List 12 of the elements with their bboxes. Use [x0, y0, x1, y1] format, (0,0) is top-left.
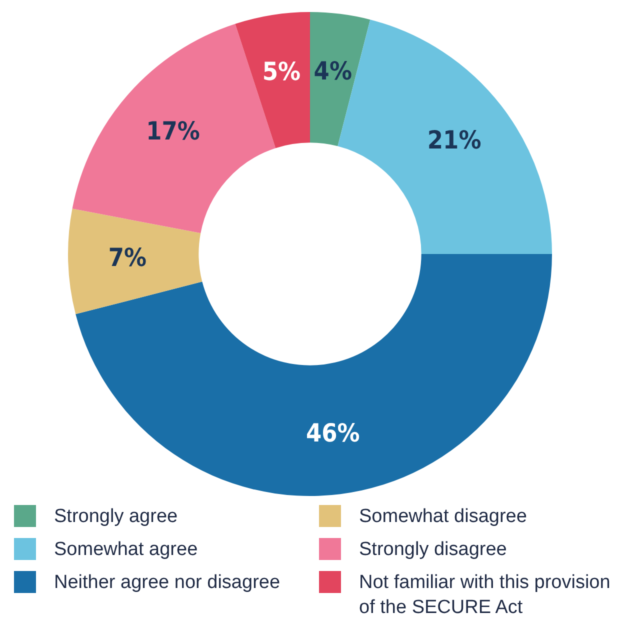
data-label: 21% — [427, 126, 482, 155]
data-label: 7% — [108, 243, 147, 272]
data-label: 4% — [314, 56, 352, 86]
data-label: 5% — [262, 57, 301, 86]
legend-label: Somewhat disagree — [359, 505, 528, 529]
legend-label: Neither agree nor disagree — [54, 571, 282, 595]
legend-label: Strongly agree — [54, 505, 179, 529]
legend-label: Somewhat agree — [54, 538, 199, 562]
data-label: 17% — [146, 116, 200, 146]
data-label: 46% — [306, 418, 360, 448]
legend-label: Not familiar with this provision of the SECURE Act — [359, 571, 612, 620]
legend-label: Strongly disagree — [359, 538, 508, 562]
